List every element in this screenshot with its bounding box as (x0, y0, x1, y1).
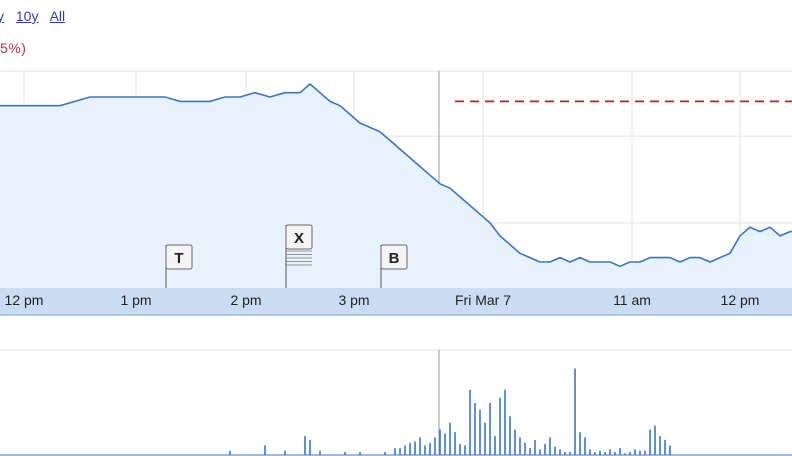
price-layer (0, 83, 792, 288)
flag-label: B (389, 250, 400, 267)
flag-label: T (174, 250, 183, 267)
zoom-link-all[interactable]: All (49, 8, 66, 24)
time-axis: 12 pm 1 pm 2 pm 3 pm Fri Mar 7 11 am 12 pm (0, 288, 792, 316)
volume-layer (0, 368, 792, 456)
flag-box (165, 244, 193, 270)
time-axis-tick-label: 1 pm (120, 292, 151, 308)
price-area-fill (0, 84, 792, 288)
flag-label: X (294, 230, 304, 247)
time-axis-band (0, 288, 792, 315)
price-line (0, 83, 792, 268)
zoom-link-partial[interactable]: y (0, 8, 4, 24)
time-axis-tick-label: 3 pm (338, 292, 369, 308)
time-axis-tick-label: Fri Mar 7 (455, 292, 511, 308)
time-axis-tick-label: 12 pm (5, 292, 44, 308)
price-change-percent: 5%) (0, 40, 27, 56)
flag-box (380, 244, 408, 270)
zoom-link-10y[interactable]: 10y (15, 8, 39, 24)
time-axis-tick-label: 11 am (613, 292, 651, 308)
event-flags: T X B (165, 224, 408, 288)
time-axis-tick-label: 2 pm (230, 292, 261, 308)
flag-box (285, 224, 313, 250)
time-axis-tick-label: 12 pm (721, 292, 760, 308)
zoom-range-links: y 10y All (0, 8, 73, 24)
